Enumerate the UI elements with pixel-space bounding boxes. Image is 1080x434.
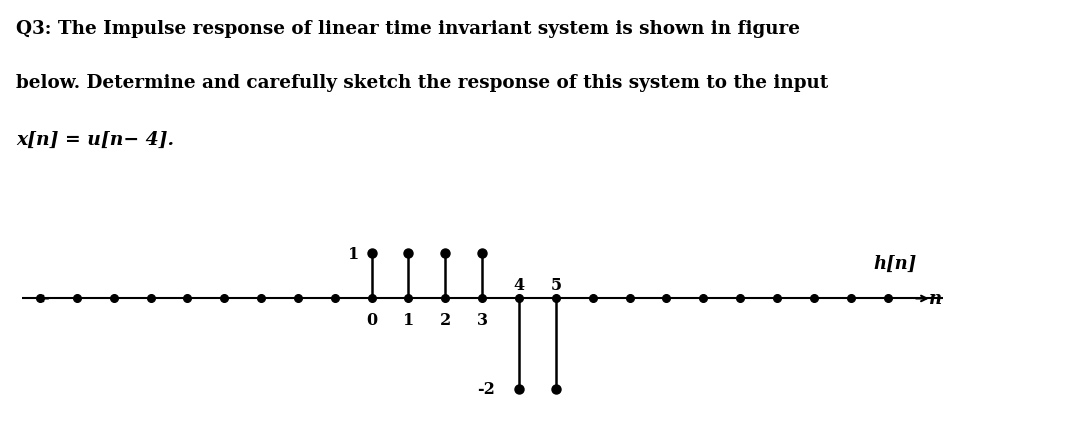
Text: 0: 0	[366, 312, 377, 329]
Text: x[n] = u[n− 4].: x[n] = u[n− 4].	[16, 130, 174, 148]
Text: 1: 1	[403, 312, 414, 329]
Text: below. Determine and carefully sketch the response of this system to the input: below. Determine and carefully sketch th…	[16, 74, 828, 92]
Text: 1: 1	[348, 245, 359, 262]
Text: Q3: The Impulse response of linear time invariant system is shown in figure: Q3: The Impulse response of linear time …	[16, 20, 800, 37]
Text: 2: 2	[440, 312, 451, 329]
Text: -2: -2	[477, 381, 495, 398]
Text: h[n]: h[n]	[874, 255, 917, 273]
Text: 3: 3	[476, 312, 488, 329]
Text: 4: 4	[513, 276, 525, 293]
Text: 5: 5	[551, 276, 562, 293]
Text: n: n	[929, 290, 942, 308]
